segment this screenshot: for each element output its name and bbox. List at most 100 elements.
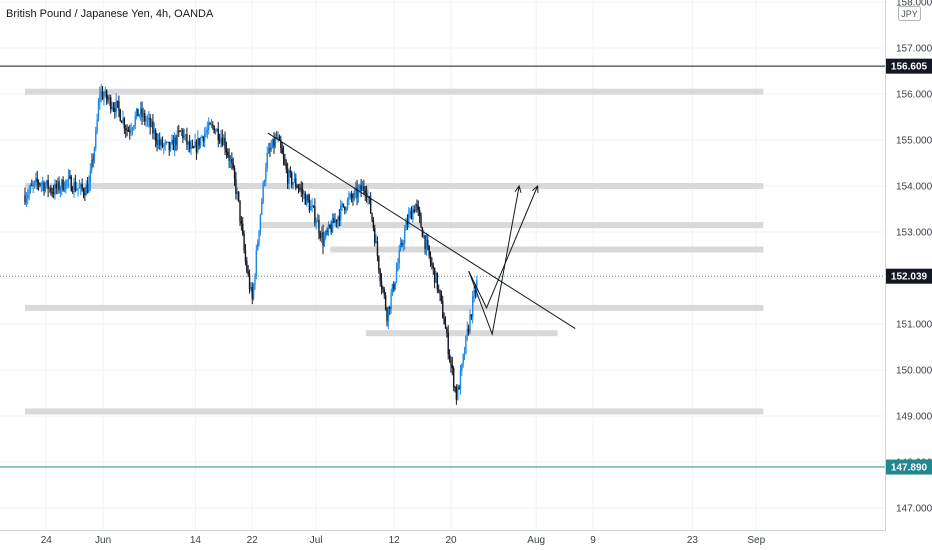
candle-body: [417, 205, 419, 210]
candle-body: [69, 176, 71, 178]
candle-body: [37, 182, 40, 184]
candle-body: [297, 187, 300, 189]
candle-body: [137, 108, 139, 117]
candle-body: [318, 219, 320, 234]
price-tick-label: 154.000: [896, 182, 932, 193]
candle-body: [157, 139, 160, 145]
candle-body: [307, 195, 309, 201]
candle-body: [410, 210, 413, 220]
candle-body: [349, 194, 351, 198]
candle-body: [266, 153, 268, 168]
candle-body: [257, 242, 259, 250]
time-tick-label: 9: [590, 535, 596, 546]
candle-body: [312, 205, 315, 207]
candle-body: [280, 139, 282, 149]
candle-body: [271, 138, 274, 148]
candle-body: [186, 134, 188, 145]
candle-body: [116, 100, 119, 102]
candle-body: [218, 140, 221, 142]
candle-body: [436, 272, 439, 290]
price-tick-label: 157.000: [896, 44, 932, 55]
candle-body: [142, 113, 145, 118]
sr-zone: [25, 408, 764, 415]
candle-body: [269, 148, 271, 150]
candle-body: [110, 97, 112, 110]
time-tick-label: 14: [190, 535, 202, 546]
candle-body: [66, 180, 68, 182]
candle-body: [173, 137, 176, 151]
candle-body: [44, 185, 47, 192]
candle-body: [416, 204, 418, 206]
candle-body: [149, 117, 151, 127]
currency-badge: JPY: [898, 6, 921, 21]
candle-body: [220, 137, 222, 142]
candle-body: [270, 147, 273, 150]
candle-body: [357, 189, 360, 198]
sr-zone: [25, 304, 764, 311]
candle-body: [82, 189, 85, 194]
candle-body: [27, 195, 29, 199]
candle-body: [135, 108, 138, 117]
candle-body: [470, 314, 473, 317]
candle-body: [209, 123, 211, 125]
candle-body: [180, 129, 183, 132]
candle-body: [451, 364, 454, 369]
candle-body: [248, 274, 251, 290]
candle-body: [194, 141, 196, 148]
candle-body: [152, 121, 154, 134]
candle-body: [382, 286, 384, 290]
price-labels: 156.605 152.039 147.890: [886, 58, 932, 475]
candle-body: [213, 125, 215, 134]
candle-body: [308, 200, 311, 211]
candle-body: [433, 267, 436, 283]
candle-body: [376, 241, 379, 257]
candle-body: [43, 182, 45, 192]
candle-body: [389, 306, 391, 310]
candle-body: [476, 280, 478, 293]
projection-arrowhead: [532, 184, 539, 194]
candle-body: [93, 148, 96, 161]
candle-body: [77, 188, 79, 190]
candle-body: [63, 189, 66, 191]
candle-body: [127, 130, 130, 132]
candle-body: [208, 123, 210, 130]
candle-body: [163, 144, 165, 147]
candle-body: [348, 197, 350, 200]
candle-body: [418, 209, 421, 216]
candle-body: [320, 232, 323, 238]
candle-body: [40, 183, 43, 185]
candle-body: [188, 141, 191, 150]
candle-body: [295, 178, 297, 187]
candle-body: [120, 121, 123, 123]
candle-body: [278, 137, 281, 140]
candle-body: [119, 109, 121, 122]
candle-body: [104, 90, 106, 96]
candle-body: [70, 176, 72, 191]
candle-body: [254, 275, 256, 285]
candle-body: [237, 191, 240, 201]
candle-body: [372, 219, 375, 229]
candle-body: [265, 167, 267, 182]
candle-body: [74, 181, 77, 191]
candle-body: [130, 130, 132, 132]
candle-body: [289, 170, 292, 173]
price-tick-label: 151.000: [896, 320, 932, 331]
candle-body: [421, 227, 424, 238]
candle-body: [129, 131, 131, 133]
candle-body: [134, 116, 136, 126]
candle-body: [100, 91, 102, 95]
candle-body: [252, 284, 255, 299]
candle-body: [86, 184, 89, 193]
candle-body: [379, 270, 381, 282]
time-tick-label: 12: [389, 535, 401, 546]
candle-body: [402, 243, 405, 245]
candle-body: [164, 142, 166, 145]
candle-body: [439, 289, 441, 295]
candle-body: [296, 186, 298, 188]
sr-zone: [25, 183, 764, 189]
candle-body: [29, 185, 32, 191]
candle-body: [472, 296, 474, 317]
candle-body: [259, 214, 262, 231]
candle-body: [225, 148, 228, 153]
candle-body: [32, 184, 34, 186]
